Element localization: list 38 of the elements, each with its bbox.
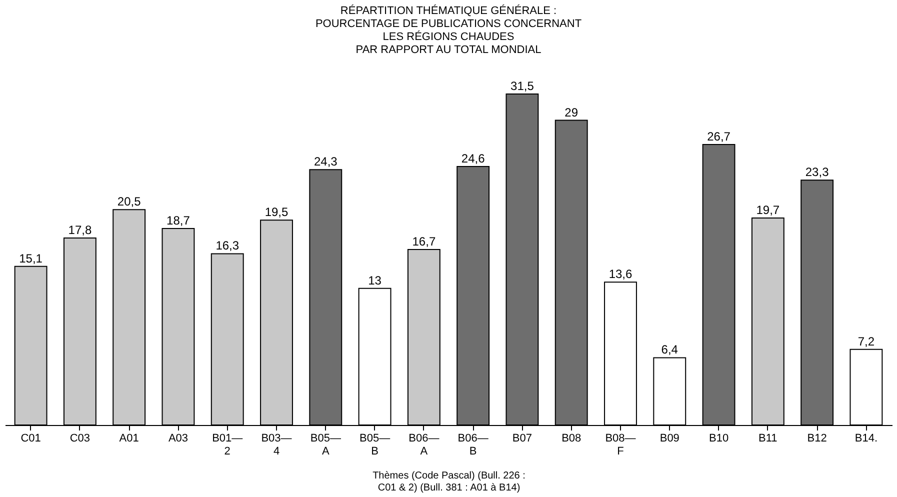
data-label: 20,5 (117, 194, 142, 209)
x-tick-label: B03— 4 (261, 432, 292, 458)
data-label: 24,3 (314, 154, 338, 169)
x-tick-label: B12 (807, 432, 827, 444)
data-label: 18,7 (166, 214, 190, 228)
x-tick-label: A01 (119, 432, 139, 444)
x-tick-label: B01— 2 (212, 432, 243, 458)
data-label: 17,8 (68, 222, 92, 237)
x-tick-label: B05— A (310, 432, 341, 458)
data-label: 13 (368, 273, 382, 288)
data-label: 29 (564, 105, 578, 120)
data-label: 19,7 (756, 202, 780, 217)
data-label: 16,7 (412, 234, 436, 249)
chart-title: RÉPARTITION THÉMATIQUE GÉNÉRALE : POURCENTAGE DE PUBLICATIONS CONCERNANT LES RÉGIONS CHAUDES PAR RAPPORT AU TOTAL MONDIAL (315, 4, 582, 56)
data-label: 23,3 (805, 165, 830, 180)
x-tick-label: B14. (854, 432, 878, 444)
x-tick-label: B06— B (458, 432, 488, 458)
data-label: 26,7 (707, 129, 731, 144)
data-label: 19,5 (264, 205, 289, 220)
data-label: 24,6 (461, 152, 486, 166)
data-label: 31,5 (510, 79, 534, 93)
data-label: 6,4 (661, 342, 678, 357)
data-label: 13,6 (608, 267, 632, 282)
x-axis-title: Thèmes (Code Pascal) (Bull. 226 : C01 & 2) (Bull. 381 : A01 à B14) (372, 470, 526, 494)
data-label: 7,2 (858, 334, 875, 348)
x-tick-label: B08 (562, 432, 582, 444)
x-tick-label: C03 (70, 432, 90, 444)
x-tick-label: B05— B (360, 432, 390, 458)
x-tick-label: B10 (708, 432, 729, 444)
data-label: 16,3 (216, 238, 240, 253)
x-tick-label: A03 (168, 432, 188, 444)
x-tick-label: B09 (660, 432, 680, 444)
x-tick-label: B07 (512, 432, 532, 444)
x-tick-label: B06— A (408, 432, 440, 458)
x-tick-label: B08— F (605, 432, 636, 458)
x-tick-label: C01 (20, 432, 41, 444)
data-label: 15,1 (19, 251, 43, 266)
x-tick-label: B11 (758, 432, 778, 444)
